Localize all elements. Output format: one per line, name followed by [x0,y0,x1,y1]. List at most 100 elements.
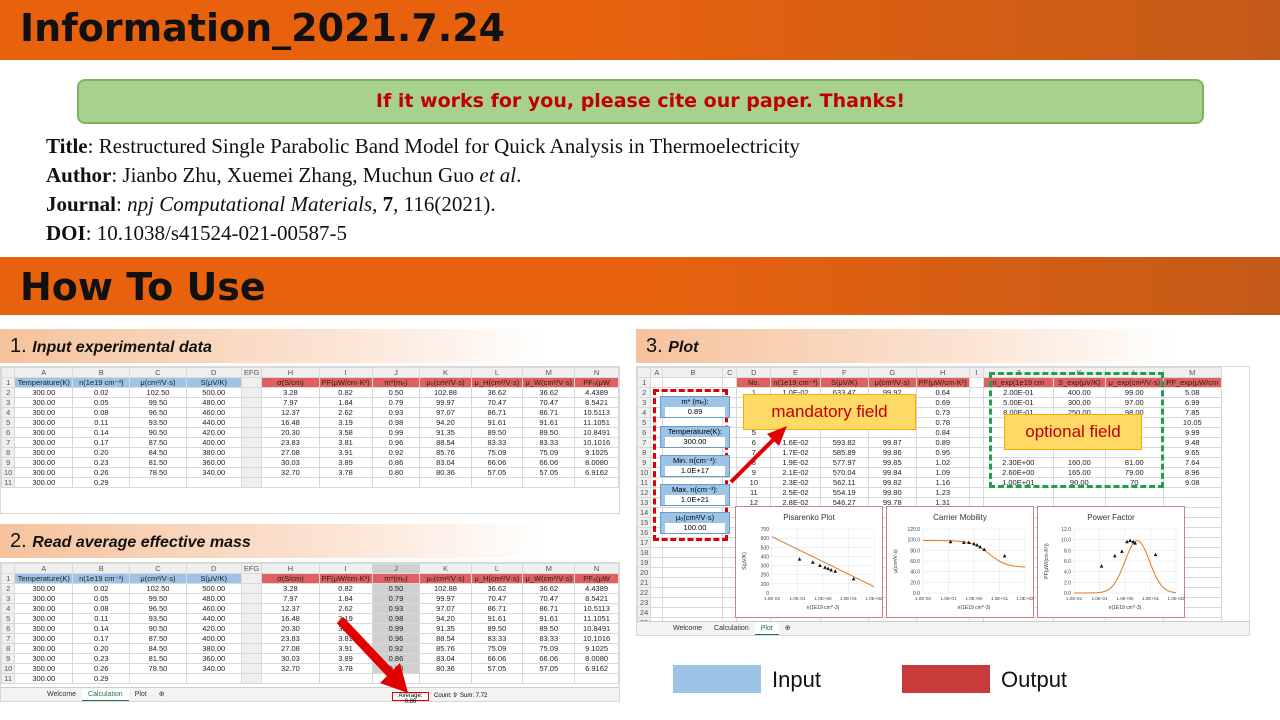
cell[interactable]: 0.08 [72,603,131,614]
cell[interactable] [240,457,263,468]
cell[interactable]: 7.64 [1162,457,1222,468]
cell[interactable]: 70.47 [522,397,576,408]
cell[interactable]: 99.85 [867,457,917,468]
cell[interactable]: 91.61 [522,417,576,428]
cell[interactable]: 16 [637,527,652,538]
cell[interactable]: 8.96 [1162,467,1222,478]
cell[interactable]: 21 [637,577,652,588]
cell[interactable]: 9.1025 [574,643,619,654]
cell[interactable]: 23.83 [261,437,320,448]
cell[interactable]: 0.14 [72,427,131,438]
cell[interactable]: 102.88 [419,387,472,398]
cell[interactable]: 9 [1,457,16,468]
cell[interactable]: PF(μW/cm·K²) [915,377,970,388]
cell[interactable] [240,437,263,448]
cell[interactable]: 27.08 [261,447,320,458]
cell[interactable] [968,467,984,478]
input-box[interactable]: m* (mₑ): 0.89 [660,396,730,418]
cell[interactable] [662,587,724,598]
cell[interactable]: 0.64 [915,387,970,398]
cell[interactable]: 3.78 [318,467,373,478]
cell[interactable] [240,623,263,634]
cell[interactable]: 0.98 [371,417,421,428]
cell[interactable]: G [867,367,917,378]
cell[interactable]: 0.82 [318,387,373,398]
cell[interactable]: 1.16 [915,477,970,488]
cell[interactable]: 94.20 [419,417,472,428]
cell[interactable]: Temperature(K) [14,573,74,584]
cell[interactable]: 2.62 [318,407,373,418]
cell[interactable]: 75.09 [522,643,576,654]
cell[interactable] [650,557,664,568]
cell[interactable]: 1 [637,377,652,388]
cell[interactable]: 0.05 [72,397,131,408]
cell[interactable]: 20.30 [261,427,320,438]
cell[interactable]: 90.50 [129,427,187,438]
cell[interactable]: 10 [1,467,16,478]
cell[interactable] [240,633,263,644]
cell[interactable]: 70.47 [470,397,524,408]
cell[interactable] [185,673,242,684]
cell[interactable] [240,397,263,408]
cell[interactable]: 500.00 [185,583,242,594]
cell[interactable] [240,417,263,428]
cell[interactable]: 22 [637,587,652,598]
cell[interactable]: 83.04 [419,457,472,468]
cell[interactable] [318,477,373,488]
cell[interactable]: 11 [1,477,16,488]
cell[interactable]: J [371,367,421,378]
cell[interactable]: 5 [1,417,16,428]
cell[interactable] [650,587,664,598]
cell[interactable] [261,673,320,684]
cell[interactable] [129,477,187,488]
cell[interactable] [650,607,664,618]
cell[interactable]: 0.08 [72,407,131,418]
cell[interactable]: 9.1025 [574,447,619,458]
cell[interactable]: 340.00 [185,467,242,478]
cell[interactable]: F [819,367,869,378]
cell[interactable]: 15 [637,517,652,528]
cell[interactable]: 32.70 [261,467,320,478]
cell[interactable]: 36.62 [522,387,576,398]
cell[interactable]: 300.00 [14,663,74,674]
cell[interactable]: 300.00 [14,397,74,408]
cell[interactable]: 36.62 [470,387,524,398]
cell[interactable] [968,407,984,418]
cell[interactable]: 10.8491 [574,623,619,634]
tab-plot[interactable]: Plot [754,623,779,635]
cell[interactable]: n(1e19 cm⁻³) [72,377,131,388]
cell[interactable] [662,577,724,588]
cell[interactable] [662,597,724,608]
cell[interactable]: 9 [637,457,652,468]
cell[interactable]: L [470,563,524,574]
cell[interactable]: 66.06 [470,457,524,468]
cell[interactable]: 5.08 [1162,387,1222,398]
cell[interactable]: 7.85 [1162,407,1222,418]
cell[interactable]: 300.00 [14,593,74,604]
cell[interactable]: 89.50 [522,427,576,438]
cell[interactable]: 300.00 [14,633,74,644]
cell[interactable]: 0.14 [72,623,131,634]
cell[interactable]: 11.1051 [574,417,619,428]
cell[interactable]: H [261,563,320,574]
cell[interactable] [522,673,576,684]
cell[interactable] [1052,487,1106,498]
cell[interactable]: H [915,367,970,378]
cell[interactable]: 0.26 [72,663,131,674]
cell[interactable]: 9.65 [1162,447,1222,458]
cell[interactable]: 300.00 [14,623,74,634]
cell[interactable]: 300.00 [14,613,74,624]
cell[interactable]: 10 [1,663,16,674]
cell[interactable]: 6.99 [1162,397,1222,408]
cell[interactable]: K [419,563,472,574]
cell[interactable]: S(μV/K) [819,377,869,388]
cell[interactable] [1162,487,1222,498]
cell[interactable] [637,367,652,378]
cell[interactable]: 24 [637,607,652,618]
cell[interactable]: 94.20 [419,613,472,624]
cell[interactable] [240,377,263,388]
cell[interactable]: 3.81 [318,437,373,448]
cell[interactable]: 57.05 [470,663,524,674]
cell[interactable] [650,597,664,608]
cell[interactable]: PF₀(μW [574,573,619,584]
